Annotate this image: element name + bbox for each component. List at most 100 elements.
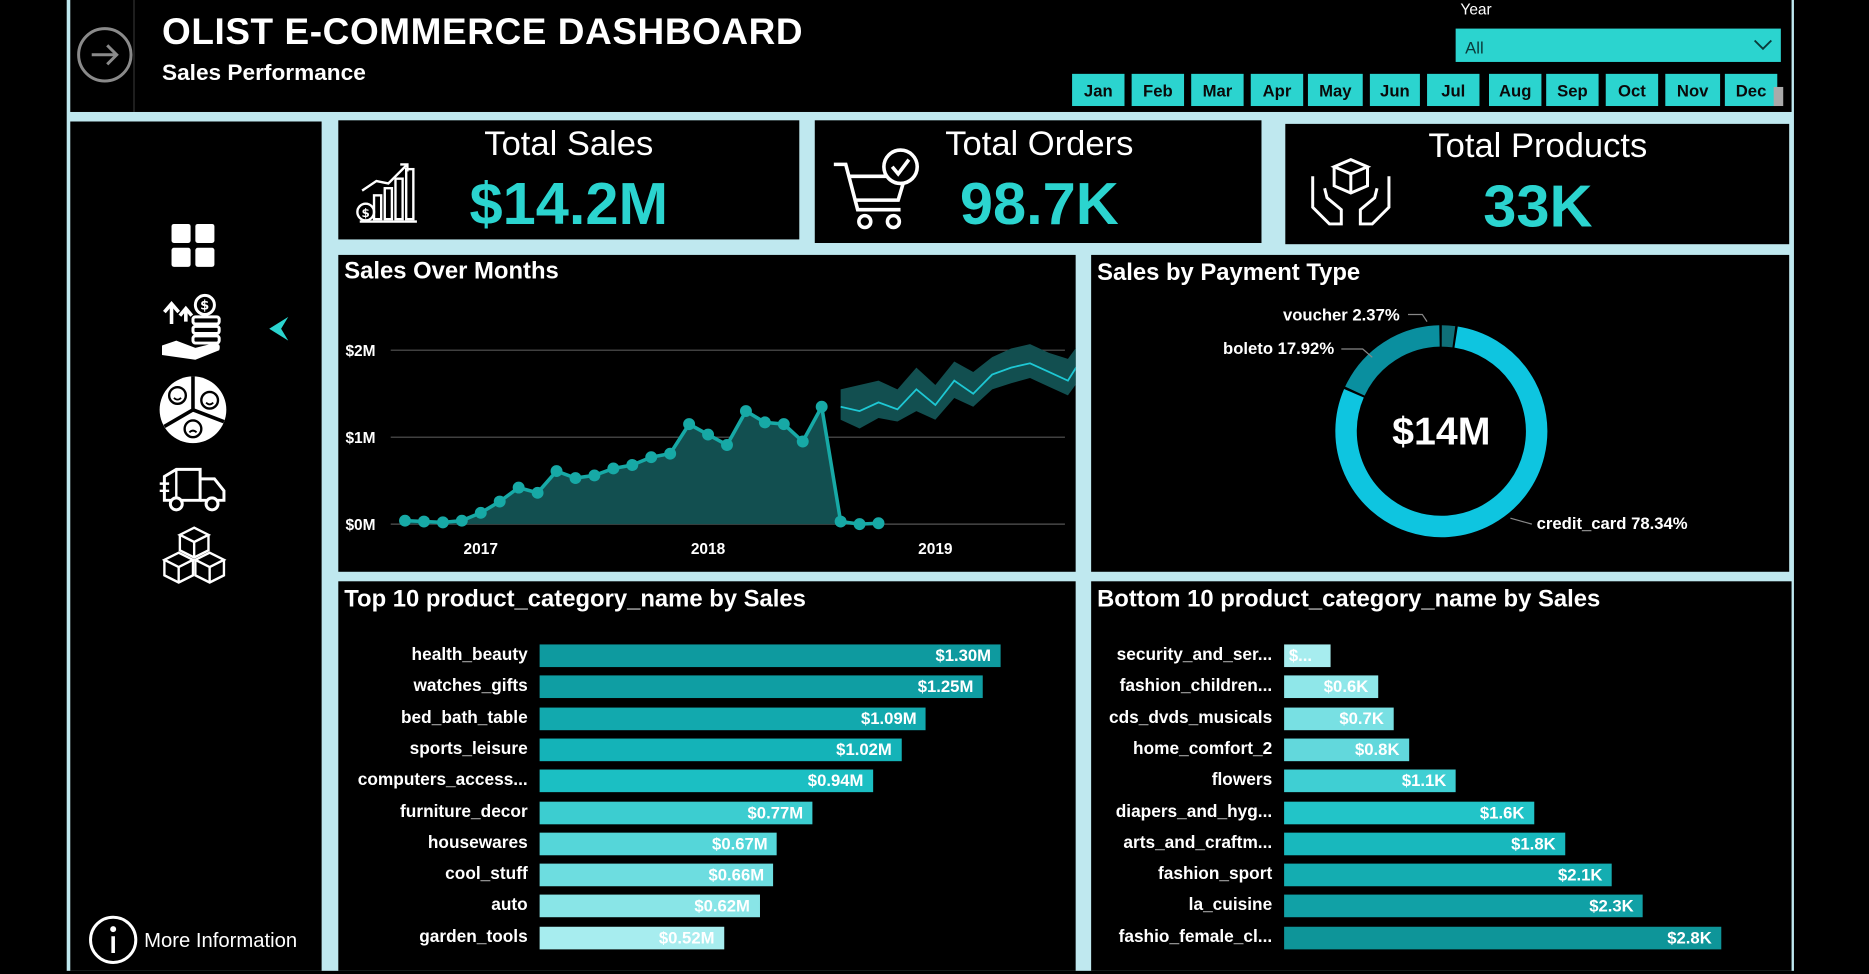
sales-point[interactable] — [512, 481, 525, 494]
forecast-band — [840, 344, 1076, 429]
y-tick-label: $2M — [345, 343, 375, 360]
month-button-nov[interactable]: Nov — [1665, 73, 1721, 107]
year-dropdown-value: All — [1465, 38, 1484, 58]
bar-category-label: fashio_female_cl... — [1118, 927, 1273, 947]
sales-point[interactable] — [455, 514, 468, 527]
bar[interactable] — [1284, 926, 1722, 950]
bar-category-label: security_and_ser... — [1116, 645, 1273, 665]
bar-value-label: $1.1K — [1401, 770, 1447, 790]
month-button-aug[interactable]: Aug — [1489, 73, 1542, 107]
donut-label-credit-card: credit_card 78.34% — [1537, 514, 1688, 533]
bar[interactable] — [539, 801, 813, 824]
bar[interactable] — [1284, 644, 1331, 668]
month-button-mar[interactable]: Mar — [1191, 73, 1244, 107]
month-button-dec[interactable]: Dec — [1724, 73, 1778, 107]
kpi-total-orders-label: Total Orders — [945, 125, 1134, 164]
sales-point[interactable] — [399, 514, 411, 527]
x-tick-label: 2017 — [464, 541, 498, 558]
sales-point[interactable] — [417, 515, 430, 528]
bar[interactable] — [1284, 895, 1644, 918]
svg-text:$: $ — [362, 206, 370, 220]
x-tick-label: 2019 — [918, 541, 953, 558]
bar[interactable] — [1284, 675, 1378, 699]
collapse-arrow-icon[interactable] — [264, 314, 290, 343]
sales-point[interactable] — [739, 405, 752, 418]
bar-category-label: arts_and_craftm... — [1123, 833, 1273, 853]
more-information-link[interactable]: More Information — [144, 929, 298, 952]
sales-point[interactable] — [569, 472, 582, 484]
sales-point[interactable] — [815, 400, 828, 413]
bar[interactable] — [539, 926, 725, 950]
sales-point[interactable] — [853, 518, 866, 531]
bar-category-label: cds_dvds_musicals — [1108, 708, 1273, 728]
bar-category-label: bed_bath_table — [401, 708, 528, 728]
sales-point[interactable] — [683, 418, 696, 431]
sales-point[interactable] — [702, 428, 715, 441]
sales-point[interactable] — [758, 416, 771, 429]
delivery-truck-icon[interactable] — [159, 465, 227, 515]
sales-point[interactable] — [626, 459, 639, 471]
bar[interactable] — [1284, 769, 1456, 793]
donut-center-label: $14M — [1392, 409, 1490, 453]
bar[interactable] — [539, 895, 760, 918]
bar[interactable] — [539, 863, 774, 887]
bar-value-label: $... — [1288, 645, 1313, 665]
bar[interactable] — [1284, 707, 1394, 730]
sales-point[interactable] — [645, 451, 658, 464]
sales-point[interactable] — [872, 517, 885, 530]
month-button-feb[interactable]: Feb — [1131, 73, 1185, 107]
sales-point[interactable] — [588, 469, 601, 482]
donut-slice-voucher[interactable] — [1441, 325, 1456, 348]
sales-point[interactable] — [721, 439, 733, 451]
month-button-jul[interactable]: Jul — [1427, 73, 1480, 107]
products-cubes-icon[interactable] — [162, 524, 227, 593]
month-button-jan[interactable]: Jan — [1072, 73, 1125, 107]
sales-point[interactable] — [474, 506, 487, 519]
kpi-total-products-value: 33K — [1483, 172, 1593, 240]
sales-point[interactable] — [550, 465, 563, 478]
month-button-may[interactable]: May — [1307, 73, 1363, 107]
sales-point[interactable] — [436, 516, 449, 529]
month-button-apr[interactable]: Apr — [1250, 73, 1304, 107]
donut-slice-credit-card[interactable] — [1335, 326, 1548, 538]
bar-category-label: computers_access... — [357, 770, 528, 790]
bar[interactable] — [1284, 801, 1534, 824]
dashboard-grid-icon[interactable] — [169, 222, 217, 270]
sales-point[interactable] — [531, 486, 544, 499]
sales-coins-icon[interactable]: $ — [160, 293, 227, 362]
bar[interactable] — [1284, 832, 1566, 856]
kpi-total-sales-value: $14.2M — [469, 170, 669, 238]
bar-category-label: cool_stuff — [445, 864, 528, 884]
bar[interactable] — [1284, 863, 1612, 887]
shopping-cart-check-icon — [833, 148, 920, 230]
sales-point[interactable] — [796, 435, 809, 448]
sales-point[interactable] — [664, 447, 677, 460]
bar[interactable] — [539, 769, 873, 793]
bar[interactable] — [539, 675, 983, 699]
month-button-sep[interactable]: Sep — [1546, 73, 1599, 107]
bar-value-label: $1.30M — [935, 645, 992, 665]
bar-value-label: $2.8K — [1667, 927, 1712, 947]
arrow-right-circle-icon — [77, 27, 133, 83]
bar-value-label: $1.6K — [1479, 802, 1525, 822]
sentiment-pie-icon[interactable] — [157, 374, 228, 445]
info-icon[interactable] — [88, 915, 138, 965]
kpi-total-sales-card — [338, 120, 800, 240]
month-button-jun[interactable]: Jun — [1369, 73, 1420, 107]
bar[interactable] — [1284, 738, 1410, 762]
bar[interactable] — [539, 832, 778, 856]
sales-point[interactable] — [777, 418, 790, 431]
bar[interactable] — [539, 644, 1001, 668]
sales-point[interactable] — [493, 495, 506, 508]
year-dropdown[interactable]: All — [1455, 28, 1781, 62]
month-button-oct[interactable]: Oct — [1605, 73, 1659, 107]
donut-slice-boleto[interactable] — [1345, 325, 1441, 396]
month-scroll-handle[interactable] — [1773, 86, 1784, 107]
back-button[interactable] — [70, 0, 135, 112]
dashboard-subtitle: Sales Performance — [162, 60, 366, 86]
sales-point[interactable] — [834, 515, 847, 528]
bar[interactable] — [539, 738, 902, 762]
bar-value-label: $0.94M — [807, 770, 864, 790]
bar[interactable] — [539, 707, 927, 730]
sales-point[interactable] — [607, 462, 620, 475]
